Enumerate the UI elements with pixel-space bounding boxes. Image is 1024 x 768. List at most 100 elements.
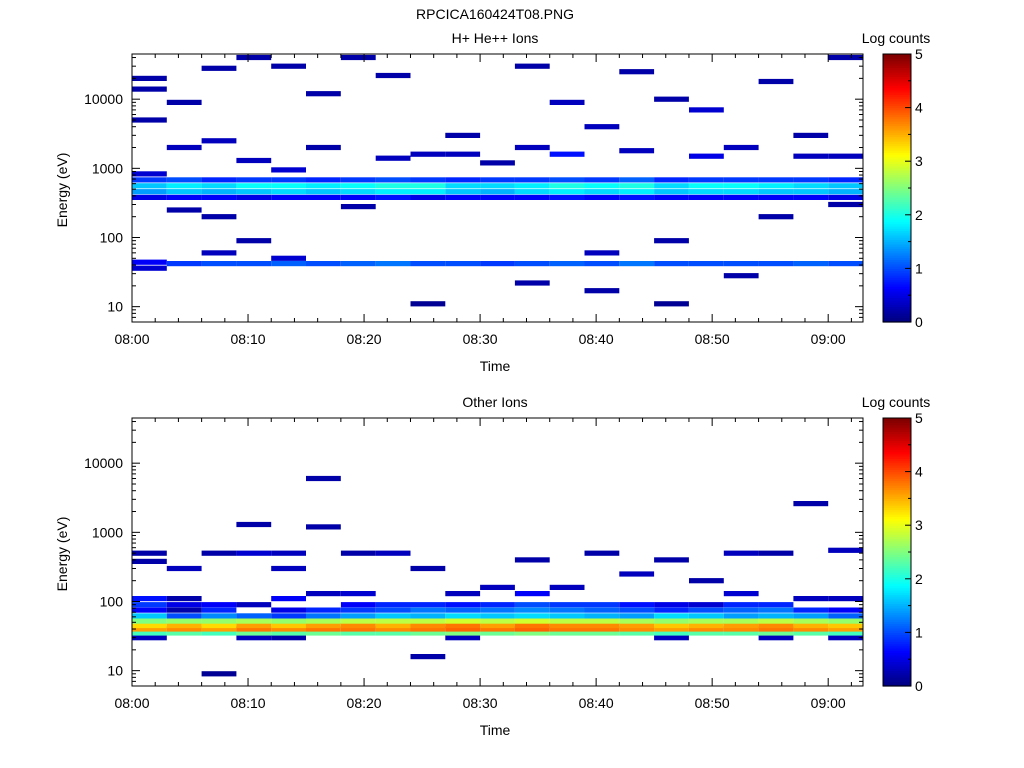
x-tick-label: 08:40 <box>579 331 614 347</box>
y-axis-label: Energy (eV) <box>54 153 70 228</box>
heatmap-cell <box>758 622 794 629</box>
heatmap-cell <box>410 613 446 619</box>
heatmap-cell <box>201 550 237 556</box>
heatmap-cell <box>375 194 411 200</box>
heatmap-cell <box>480 622 515 629</box>
heatmap-cell <box>236 194 272 200</box>
colorbar-segment <box>883 630 911 633</box>
x-axis-label: Time <box>480 722 511 738</box>
heatmap-cell <box>236 521 272 528</box>
colorbar-segment <box>883 585 911 589</box>
heatmap-cell <box>689 153 724 159</box>
colorbar-segment <box>883 567 911 571</box>
colorbar-segment <box>883 489 911 493</box>
heatmap-cell <box>306 261 341 267</box>
colorbar-segment <box>883 540 911 544</box>
heatmap-cell <box>132 626 167 632</box>
heatmap-cell <box>828 635 863 641</box>
heatmap-cells <box>132 475 863 677</box>
heatmap-cell <box>445 177 481 183</box>
heatmap-cell <box>723 189 759 195</box>
colorbar-segment <box>883 176 911 180</box>
heatmap-cell <box>166 177 202 183</box>
colorbar-segment <box>883 529 911 533</box>
heatmap-cell <box>549 630 585 636</box>
heatmap-cell <box>201 214 237 220</box>
colorbar-segment <box>883 118 911 122</box>
heatmap-cell <box>654 557 689 563</box>
colorbar-segment <box>883 650 911 654</box>
colorbar-segment <box>883 596 911 600</box>
heatmap-cell <box>306 524 341 530</box>
colorbar-segment <box>883 458 911 462</box>
colorbar-segment <box>883 96 911 100</box>
heatmap-cell <box>236 626 272 632</box>
heatmap-cell <box>689 618 724 624</box>
y-tick-label: 100 <box>100 593 124 609</box>
colorbar-segment <box>883 62 911 66</box>
colorbar-segment <box>883 134 911 138</box>
heatmap-cell <box>201 671 237 677</box>
colorbar-segment <box>883 605 911 609</box>
colorbar-segment <box>883 266 911 269</box>
colorbar-segment <box>883 112 911 115</box>
heatmap-cell <box>445 591 481 597</box>
heatmap-cell <box>654 613 689 619</box>
colorbar-segment <box>883 681 911 685</box>
heatmap-cell <box>166 144 202 151</box>
colorbar-segment <box>883 234 911 238</box>
colorbar-segment <box>883 679 911 683</box>
heatmap-cell <box>793 618 829 624</box>
colorbar-segment <box>883 418 911 421</box>
colorbar-segment <box>883 531 911 535</box>
colorbar-segment <box>883 185 911 189</box>
heatmap-cell <box>201 261 237 267</box>
colorbar-segment <box>883 511 911 515</box>
heatmap-cell <box>793 596 829 602</box>
heatmap-cell <box>375 626 411 632</box>
colorbar-segment <box>883 107 911 111</box>
colorbar-segment <box>883 132 911 135</box>
colorbar-segment <box>883 299 911 303</box>
colorbar-segment <box>883 668 911 671</box>
colorbar-tick-label: 5 <box>915 46 923 62</box>
colorbar-segment <box>883 170 911 173</box>
heatmap-cell <box>654 238 689 244</box>
heatmap-cell <box>271 550 306 556</box>
heatmap-cell <box>340 261 376 267</box>
colorbar-segment <box>883 212 911 216</box>
heatmap-cell <box>306 194 341 200</box>
heatmap-cell <box>793 189 829 195</box>
colorbar-segment <box>883 487 911 491</box>
heatmap-cell <box>166 183 202 189</box>
heatmap-cell <box>271 63 306 69</box>
heatmap-cell <box>166 626 202 632</box>
heatmap-cell <box>166 622 202 629</box>
heatmap-cell <box>689 622 724 629</box>
heatmap-cell <box>271 177 306 183</box>
heatmap-cell <box>758 261 794 267</box>
colorbar-segment <box>883 578 911 582</box>
heatmap-cell <box>375 630 411 636</box>
colorbar-segment <box>883 208 911 211</box>
heatmap-cell <box>689 607 724 613</box>
colorbar-segment <box>883 500 911 504</box>
colorbar-segment <box>883 480 911 484</box>
heatmap-cell <box>654 177 689 183</box>
heatmap-cell <box>514 177 550 183</box>
heatmap-cell <box>340 189 376 195</box>
colorbar-segment <box>883 467 911 470</box>
y-tick-label: 1000 <box>92 160 123 176</box>
heatmap-cell <box>132 622 167 629</box>
heatmap-cell <box>271 167 306 173</box>
heatmap-cell <box>828 613 863 619</box>
heatmap-cell <box>271 183 306 189</box>
colorbar-segment <box>883 574 911 578</box>
colorbar-segment <box>883 502 911 506</box>
heatmap-cell <box>689 602 724 608</box>
colorbar-segment <box>883 114 911 118</box>
colorbar-segment <box>883 297 911 301</box>
heatmap-cell <box>306 613 341 619</box>
heatmap-cell <box>375 602 411 608</box>
